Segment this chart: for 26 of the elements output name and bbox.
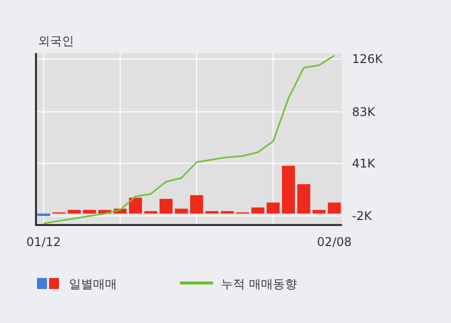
chart-title: 외국인 (38, 34, 74, 48)
bar (297, 184, 310, 214)
legend-label: 누적 매매동향 (221, 277, 297, 291)
bar (328, 202, 341, 214)
legend-label: 일별매매 (69, 277, 117, 291)
y-tick-label: -2K (352, 209, 373, 224)
y-tick-label: 126K (352, 52, 384, 66)
x-tick-label: 01/12 (26, 235, 61, 249)
bar (312, 210, 326, 214)
bar (220, 211, 234, 214)
y-tick-label: 83K (352, 104, 376, 119)
bar (205, 211, 218, 214)
bar (251, 207, 264, 214)
bar (160, 198, 173, 214)
bar (266, 202, 280, 214)
bar (174, 208, 188, 214)
bar (68, 210, 81, 214)
bar (282, 166, 295, 214)
bar (83, 210, 96, 214)
bar (37, 214, 50, 216)
x-tick-label: 02/08 (317, 235, 352, 249)
bar (128, 198, 142, 214)
bar (190, 195, 204, 214)
bar (144, 211, 158, 214)
line-series (42, 54, 336, 224)
y-tick-label: 41K (352, 156, 376, 170)
